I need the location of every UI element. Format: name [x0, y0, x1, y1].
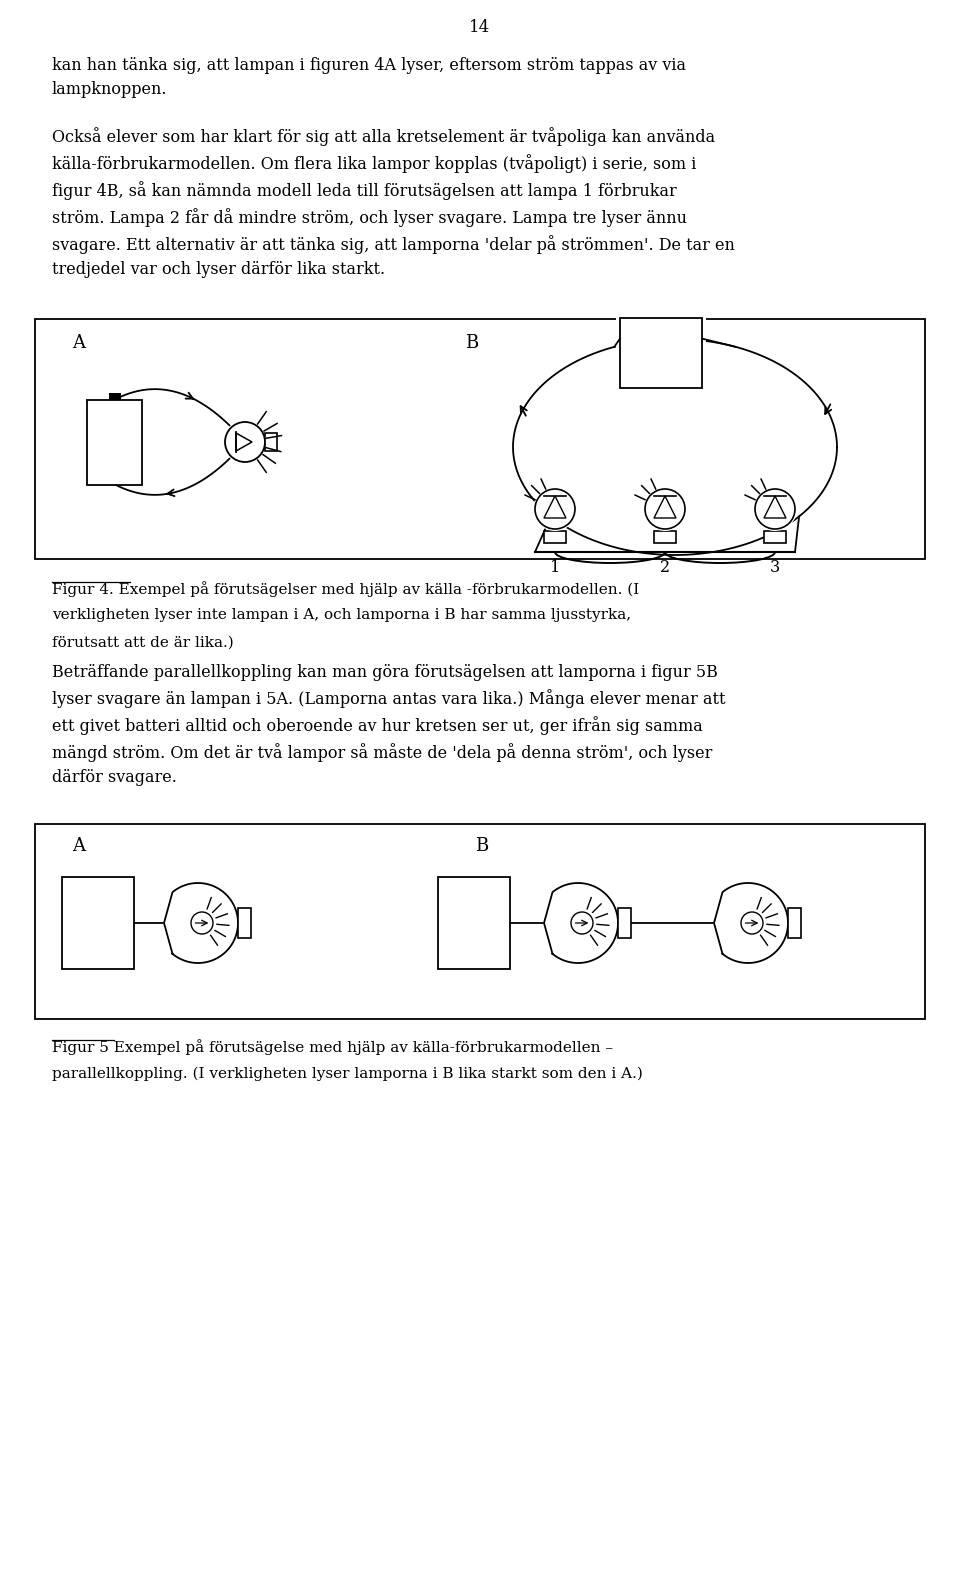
- Circle shape: [533, 486, 577, 530]
- Polygon shape: [164, 883, 238, 963]
- Bar: [265, 433, 277, 450]
- Bar: [620, 317, 702, 388]
- Bar: [438, 877, 510, 970]
- Text: Också elever som har klart för sig att alla kretselement är tvåpoliga kan använd: Också elever som har klart för sig att a…: [52, 127, 734, 278]
- Text: B: B: [465, 334, 478, 351]
- Polygon shape: [714, 883, 788, 963]
- Text: Figur 5 Exempel på förutsägelse med hjälp av källa-förbrukarmodellen –: Figur 5 Exempel på förutsägelse med hjäl…: [52, 1039, 613, 1054]
- Text: A: A: [72, 334, 85, 351]
- Bar: [654, 530, 676, 543]
- Bar: [109, 392, 121, 400]
- Bar: [616, 314, 706, 392]
- Text: 14: 14: [469, 19, 491, 36]
- Bar: [87, 400, 142, 485]
- Bar: [109, 392, 121, 400]
- Bar: [35, 824, 925, 1018]
- Bar: [788, 908, 801, 938]
- Text: A: A: [72, 836, 85, 855]
- Bar: [544, 530, 566, 543]
- Text: 3: 3: [770, 559, 780, 576]
- Text: 1: 1: [550, 559, 560, 576]
- Circle shape: [753, 486, 797, 530]
- Circle shape: [643, 486, 687, 530]
- Bar: [618, 908, 631, 938]
- Text: verkligheten lyser inte lampan i A, och lamporna i B har samma ljusstyrka,: verkligheten lyser inte lampan i A, och …: [52, 609, 631, 623]
- Circle shape: [223, 420, 267, 464]
- Text: kan han tänka sig, att lampan i figuren 4A lyser, eftersom ström tappas av via
l: kan han tänka sig, att lampan i figuren …: [52, 56, 686, 99]
- Text: Figur 4. Exempel på förutsägelser med hjälp av källa -förbrukarmodellen. (I: Figur 4. Exempel på förutsägelser med hj…: [52, 581, 639, 596]
- Bar: [238, 908, 251, 938]
- Bar: [62, 877, 134, 970]
- Text: 2: 2: [660, 559, 670, 576]
- Text: parallellkoppling. (I verkligheten lyser lamporna i B lika starkt som den i A.): parallellkoppling. (I verkligheten lyser…: [52, 1067, 643, 1081]
- Text: förutsatt att de är lika.): förutsatt att de är lika.): [52, 635, 233, 650]
- Text: B: B: [475, 836, 489, 855]
- Bar: [764, 530, 786, 543]
- Polygon shape: [544, 883, 618, 963]
- Bar: [35, 319, 925, 559]
- Text: Beträffande parallellkoppling kan man göra förutsägelsen att lamporna i figur 5B: Beträffande parallellkoppling kan man gö…: [52, 664, 726, 786]
